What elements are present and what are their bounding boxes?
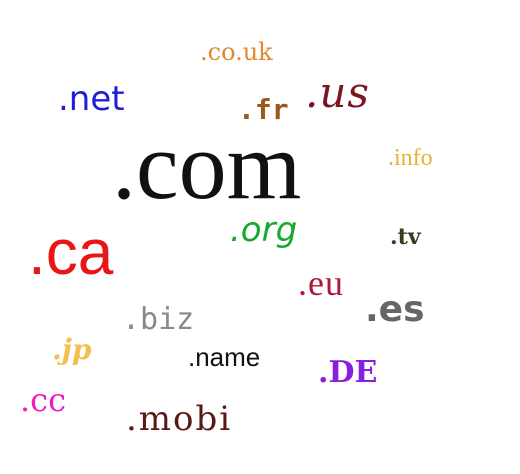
domain-tv: .tv (390, 224, 421, 250)
domain-biz: .biz (122, 302, 195, 337)
domain-eu: .eu (298, 263, 344, 303)
domain-cc: .cc (20, 381, 67, 419)
domain-org: .org (230, 210, 298, 250)
domain-us: .us (305, 68, 370, 117)
domain-couk: .co.uk (200, 38, 273, 66)
domain-com: .com (112, 112, 302, 219)
domain-jp: .jp (52, 333, 92, 366)
domain-info: .info (388, 145, 433, 171)
domain-ca: .ca (28, 216, 114, 288)
domain-name: .name (188, 342, 261, 372)
domain-net: .net (58, 79, 125, 119)
domain-de: .DE (318, 355, 378, 390)
domain-es: .es (365, 289, 425, 330)
domain-mobi: .mobi (126, 399, 233, 439)
domain-fr: .fr (238, 93, 289, 126)
